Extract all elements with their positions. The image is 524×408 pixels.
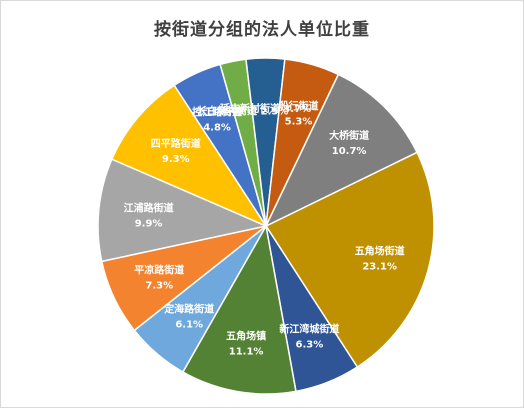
- slice-label-5: 平凉路街道 7.3%: [134, 263, 184, 291]
- pie-slice-12: [264, 73, 419, 228]
- slice-label-12: 大桥街道 10.7%: [329, 129, 369, 157]
- pie-slice-3: [181, 223, 297, 395]
- slice-percent-8: 4.8%: [203, 123, 231, 134]
- slice-percent-10: 3.7%: [283, 104, 311, 115]
- slice-name-9: 长白新村街道: [197, 104, 260, 117]
- slice-percent-5: 7.3%: [145, 280, 173, 291]
- slice-name-8: 控江路街道: [192, 106, 242, 119]
- slice-label-3: 五角场镇 11.1%: [226, 329, 266, 357]
- slice-label-11: 殷行街道 5.3%: [279, 100, 319, 128]
- slice-label-4: 定海路街道 6.1%: [164, 303, 214, 331]
- slice-percent-2: 6.3%: [296, 340, 324, 351]
- slice-name-12: 大桥街道: [329, 129, 369, 142]
- slice-percent-6: 9.9%: [135, 218, 163, 229]
- slice-name-1: 五角场街道: [355, 245, 405, 258]
- slice-name-10: 延吉新村街道: [219, 102, 283, 115]
- slice-percent-12: 10.7%: [332, 146, 367, 157]
- chart-title: 按街道分组的法人单位比重: [154, 20, 370, 40]
- slice-name-3: 五角场镇: [226, 329, 266, 342]
- slice-name-5: 平凉路街道: [134, 263, 184, 276]
- slice-percent-9: 2.5%: [261, 106, 289, 117]
- slice-label-6: 江浦路街道 9.9%: [124, 201, 174, 229]
- slice-label-1: 五角场街道 23.1%: [355, 245, 405, 273]
- slice-label-9: 长白新村街道 2.5%: [197, 104, 288, 117]
- slice-name-7: 四平路街道: [151, 137, 201, 150]
- slice-percent-1: 23.1%: [362, 262, 397, 273]
- slice-label-2: 新江湾城街道 6.3%: [279, 323, 339, 351]
- slice-label-8: 控江路街道 4.8%: [192, 106, 242, 134]
- pie-slice-6: [97, 158, 269, 263]
- slice-percent-7: 9.3%: [162, 154, 190, 165]
- slice-label-7: 四平路街道 9.3%: [151, 137, 201, 165]
- slice-percent-3: 11.1%: [229, 346, 264, 357]
- slice-name-2: 新江湾城街道: [279, 323, 339, 336]
- slice-name-6: 江浦路街道: [124, 201, 174, 214]
- pie-slice-7: [110, 84, 268, 228]
- slice-percent-4: 6.1%: [175, 320, 203, 331]
- slice-label-10: 延吉新村街道 3.7%: [219, 102, 311, 115]
- slice-percent-11: 5.3%: [285, 117, 313, 128]
- slice-name-4: 定海路街道: [164, 303, 214, 316]
- slice-name-11: 殷行街道: [279, 100, 319, 113]
